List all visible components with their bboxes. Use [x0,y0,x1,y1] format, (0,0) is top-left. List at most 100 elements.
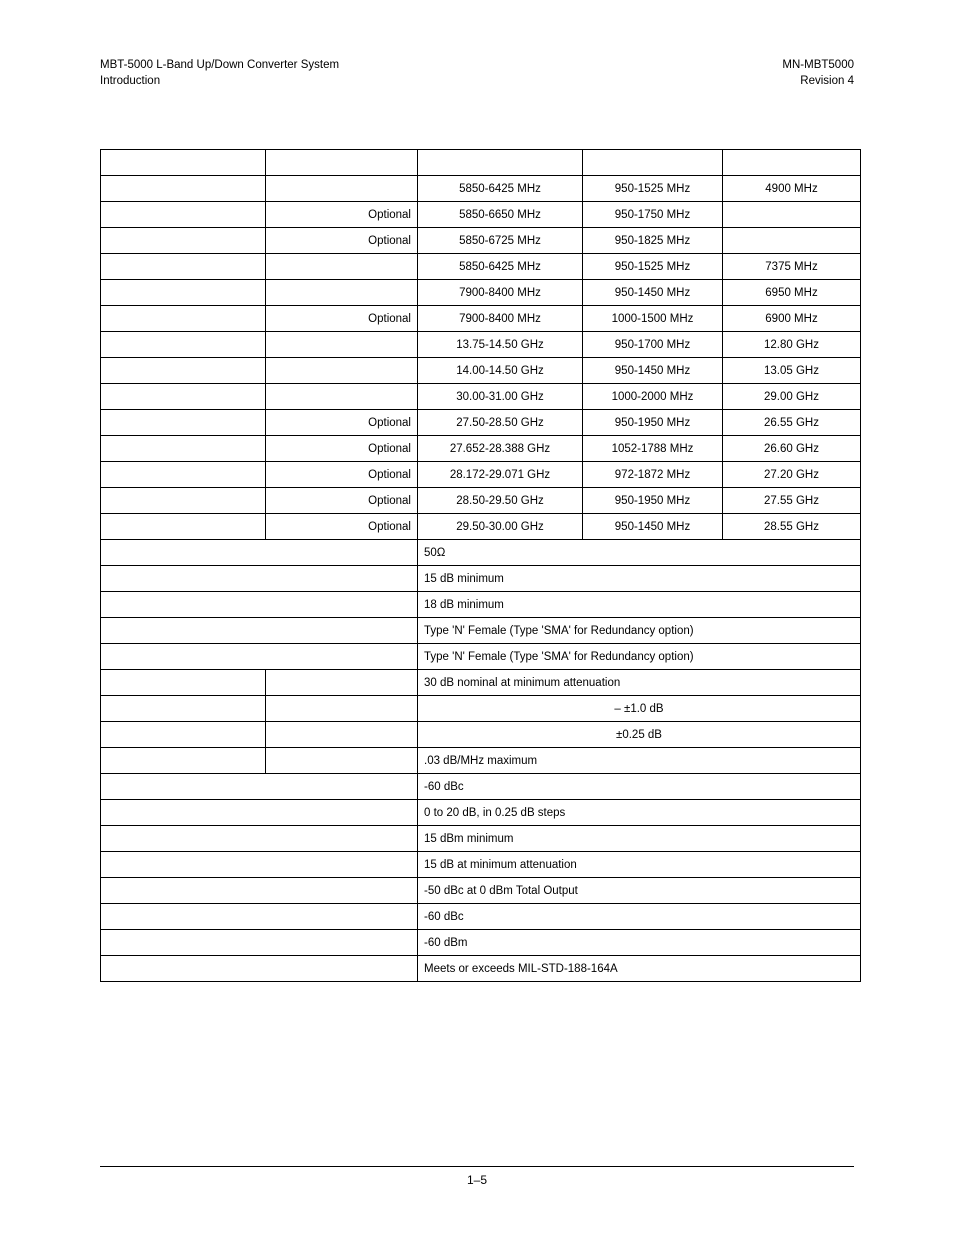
table-cell [101,514,266,540]
table-row: 15 dBm minimum [101,826,861,852]
table-cell: 950-1450 MHz [583,514,723,540]
table-cell [101,358,266,384]
table-cell [101,826,418,852]
table-cell [723,150,861,176]
table-cell: 950-1525 MHz [583,254,723,280]
table-cell [101,254,266,280]
table-cell [101,150,266,176]
table-cell: 28.50-29.50 GHz [418,488,583,514]
table-cell [101,956,418,982]
table-cell: Meets or exceeds MIL-STD-188-164A [418,956,861,982]
table-cell [266,384,418,410]
table-row: 15 dB minimum [101,566,861,592]
table-cell [101,618,418,644]
table-row: Type 'N' Female (Type 'SMA' for Redundan… [101,644,861,670]
table-row: Type 'N' Female (Type 'SMA' for Redundan… [101,618,861,644]
table-row: Optional28.172-29.071 GHz972-1872 MHz27.… [101,462,861,488]
table-cell: 12.80 GHz [723,332,861,358]
header-title-left-1: MBT-5000 L-Band Up/Down Converter System [100,58,339,74]
table-cell: Optional [266,410,418,436]
table-cell: 15 dBm minimum [418,826,861,852]
table-cell: 27.652-28.388 GHz [418,436,583,462]
table-cell: 50Ω [418,540,861,566]
table-cell: 26.60 GHz [723,436,861,462]
table-cell [266,670,418,696]
table-row: 30.00-31.00 GHz1000-2000 MHz29.00 GHz [101,384,861,410]
table-row: -60 dBm [101,930,861,956]
table-cell: 950-1450 MHz [583,358,723,384]
header-title-right-2: Revision 4 [782,74,854,90]
header-title-left-2: Introduction [100,74,339,90]
page-header: MBT-5000 L-Band Up/Down Converter System… [100,58,854,89]
table-cell [101,930,418,956]
table-cell [101,878,418,904]
table-cell [101,566,418,592]
table-cell [101,332,266,358]
table-cell: -50 dBc at 0 dBm Total Output [418,878,861,904]
table-row: 30 dB nominal at minimum attenuation [101,670,861,696]
table-cell: 950-1700 MHz [583,332,723,358]
table-cell [101,592,418,618]
table-cell [266,722,418,748]
table-cell: 28.55 GHz [723,514,861,540]
table-cell [101,540,418,566]
table-cell: 27.50-28.50 GHz [418,410,583,436]
table-cell [101,228,266,254]
table-row: 13.75-14.50 GHz950-1700 MHz12.80 GHz [101,332,861,358]
table-cell [266,280,418,306]
table-header-row [101,150,861,176]
table-cell: Optional [266,462,418,488]
table-row: Optional7900-8400 MHz1000-1500 MHz6900 M… [101,306,861,332]
table-cell [101,852,418,878]
table-cell: Optional [266,306,418,332]
table-cell [101,384,266,410]
table-row: 50Ω [101,540,861,566]
table-cell: – ±1.0 dB [418,696,861,722]
table-cell: 6900 MHz [723,306,861,332]
table-cell [101,644,418,670]
table-cell [266,150,418,176]
table-cell [266,176,418,202]
table-cell: 1000-2000 MHz [583,384,723,410]
table-cell: Optional [266,202,418,228]
table-cell: 5850-6425 MHz [418,254,583,280]
table-cell: 950-1525 MHz [583,176,723,202]
table-cell: 15 dB minimum [418,566,861,592]
table-cell [101,696,266,722]
table-cell: 14.00-14.50 GHz [418,358,583,384]
table-row: 18 dB minimum [101,592,861,618]
table-cell [101,488,266,514]
table-cell: 5850-6425 MHz [418,176,583,202]
table-cell: 950-1950 MHz [583,488,723,514]
table-cell [101,280,266,306]
table-cell [101,670,266,696]
table-cell [583,150,723,176]
table-cell: -60 dBm [418,930,861,956]
table-cell: 7900-8400 MHz [418,306,583,332]
table-cell: 29.00 GHz [723,384,861,410]
table-cell: 950-1450 MHz [583,280,723,306]
table-cell: 30.00-31.00 GHz [418,384,583,410]
table-cell: ±0.25 dB [418,722,861,748]
spec-table: 5850-6425 MHz950-1525 MHz4900 MHzOptiona… [100,149,861,982]
table-cell: Optional [266,228,418,254]
table-cell: -60 dBc [418,904,861,930]
header-title-right-1: MN-MBT5000 [782,58,854,74]
table-row: 7900-8400 MHz950-1450 MHz6950 MHz [101,280,861,306]
table-cell: Optional [266,436,418,462]
table-row: Optional5850-6725 MHz950-1825 MHz [101,228,861,254]
table-cell: 950-1825 MHz [583,228,723,254]
table-cell [101,306,266,332]
table-cell [266,254,418,280]
table-cell: 950-1950 MHz [583,410,723,436]
table-cell [723,228,861,254]
table-cell: Optional [266,488,418,514]
table-cell: 30 dB nominal at minimum attenuation [418,670,861,696]
table-row: Optional28.50-29.50 GHz950-1950 MHz27.55… [101,488,861,514]
table-row: -60 dBc [101,904,861,930]
table-cell: 27.55 GHz [723,488,861,514]
table-cell: 5850-6725 MHz [418,228,583,254]
table-cell [101,904,418,930]
table-cell: 0 to 20 dB, in 0.25 dB steps [418,800,861,826]
table-cell [266,358,418,384]
